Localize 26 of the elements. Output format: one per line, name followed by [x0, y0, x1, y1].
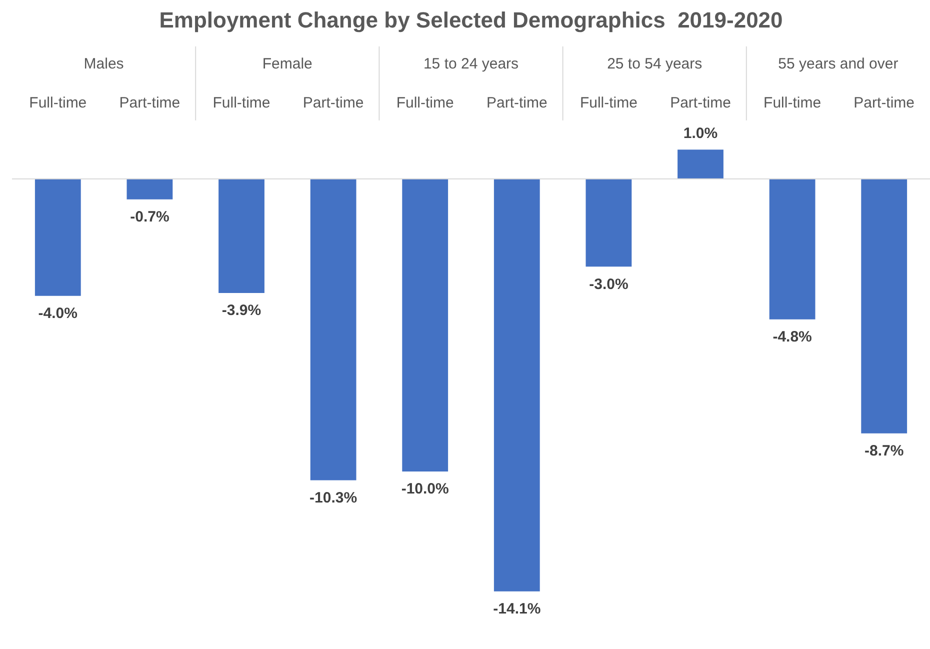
x-tick-label: Full-time	[212, 94, 270, 112]
data-label: -10.3%	[310, 489, 358, 506]
data-label: -4.0%	[38, 305, 78, 322]
x-tick-label: Part-time	[486, 94, 548, 112]
chart-title: Employment Change by Selected Demographics 2019-2020	[159, 7, 783, 32]
text: 15 to 24 years	[423, 56, 519, 73]
data-label: 1.0%	[683, 124, 718, 142]
x-tick-label: Part-time	[854, 94, 915, 112]
x-tick-label: Full-time	[764, 94, 822, 112]
data-label: -4.8%	[772, 328, 812, 346]
data-label: -0.7%	[130, 208, 170, 226]
text: Female	[262, 56, 312, 73]
x-tick-label: Part-time	[670, 94, 731, 112]
x-tick-label: Full-time	[396, 94, 454, 112]
x-tick-label: Part-time	[302, 94, 364, 112]
x-tick-label: Full-time	[580, 94, 638, 112]
text: 25 to 54 years	[607, 56, 702, 73]
x-tick-label: Part-time	[119, 94, 180, 112]
data-label: -3.0%	[589, 276, 628, 293]
data-label: -8.7%	[864, 442, 904, 460]
data-label: -14.1%	[493, 600, 541, 618]
x-tick-label: Full-time	[29, 94, 87, 112]
data-label: -3.9%	[222, 302, 262, 320]
data-label: -10.0%	[401, 480, 449, 498]
text: Males	[84, 56, 124, 73]
text: 55 years and over	[778, 56, 898, 73]
